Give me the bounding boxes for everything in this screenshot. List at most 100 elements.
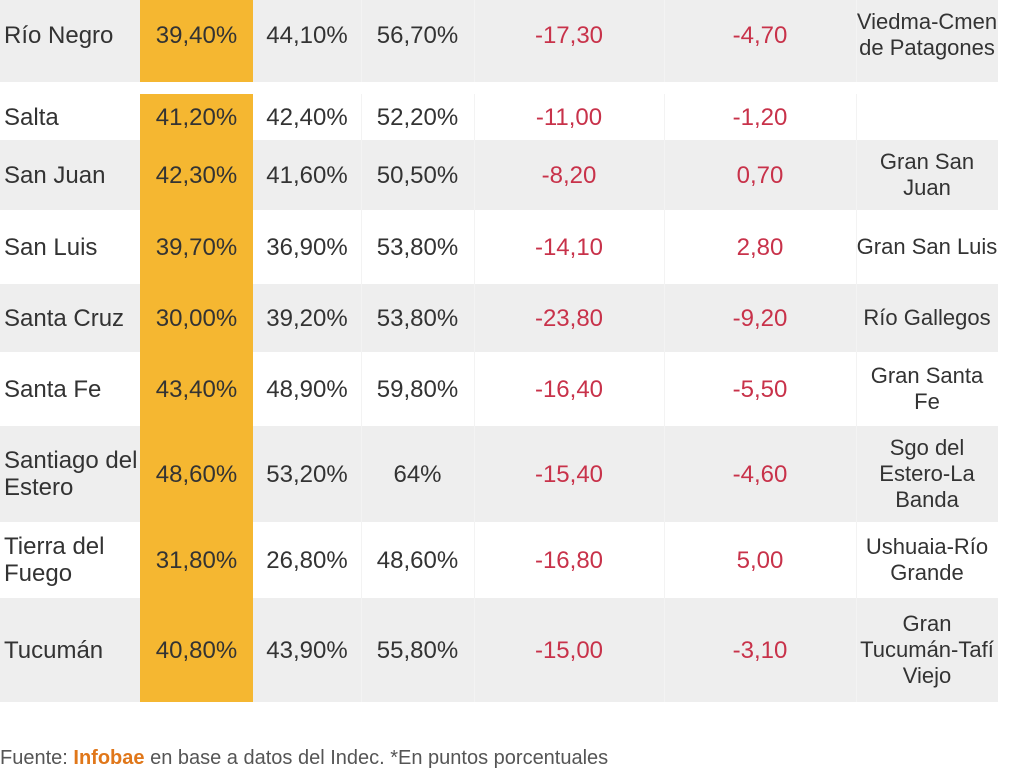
difference-cell-1: -16,40	[474, 352, 664, 426]
difference-cell-1-text: -11,00	[535, 103, 603, 131]
difference-cell-1: -15,40	[474, 426, 664, 522]
table-row: Santa Cruz 30,00% 39,20% 53,80% -23,80 -9,20 R…	[0, 284, 998, 352]
value-cell-2: 43,90%	[253, 598, 361, 702]
highlight-value-cell: 31,80%	[140, 522, 253, 598]
difference-cell-2-text: -9,20	[732, 304, 788, 332]
city-cell: Ushuaia-Río Grande	[856, 522, 998, 598]
column-separator	[474, 284, 475, 352]
value-cell-3-text: 48,60%	[376, 546, 459, 574]
column-separator	[361, 94, 362, 140]
province-cell: Tucumán	[4, 598, 138, 702]
province-cell: Salta	[4, 94, 138, 140]
province-cell: Santa Fe	[4, 352, 138, 426]
difference-cell-2: -9,20	[664, 284, 856, 352]
value-cell-2-text: 41,60%	[266, 161, 348, 189]
difference-cell-2: -5,50	[664, 352, 856, 426]
value-cell-2: 36,90%	[253, 210, 361, 284]
table-row: San Juan 42,30% 41,60% 50,50% -8,20 0,70 Gran …	[0, 140, 998, 210]
city-cell: Gran Tucumán-Tafí Viejo	[856, 598, 998, 702]
province-cell-text: Salta	[4, 103, 59, 131]
city-cell: Gran San Luis	[856, 210, 998, 284]
value-cell-2: 53,20%	[253, 426, 361, 522]
source-footer: Fuente: Infobae en base a datos del Inde…	[0, 746, 608, 770]
table-row: Santa Fe 43,40% 48,90% 59,80% -16,40 -5,50 Gra…	[0, 352, 998, 426]
value-cell-2-text: 26,80%	[266, 546, 348, 574]
value-cell-3: 53,80%	[361, 284, 474, 352]
difference-cell-1-text: -17,30	[534, 21, 604, 49]
value-cell-2-text: 48,90%	[266, 375, 348, 403]
highlight-value-cell-text: 31,80%	[155, 546, 238, 574]
highlight-value-cell: 40,80%	[140, 598, 253, 702]
city-cell-text: Gran San Juan	[879, 149, 975, 200]
highlight-value-cell-text: 40,80%	[155, 636, 238, 664]
province-cell-text: San Luis	[4, 233, 98, 261]
highlight-value-cell: 39,70%	[140, 210, 253, 284]
table-row: Río Negro 39,40% 44,10% 56,70% -17,30 -4,70 Vi…	[0, 0, 998, 82]
column-separator	[361, 140, 362, 210]
difference-cell-2: -4,60	[664, 426, 856, 522]
difference-cell-2: 5,00	[664, 522, 856, 598]
column-separator	[856, 0, 857, 82]
value-cell-3-text: 52,20%	[376, 103, 459, 131]
value-cell-2: 26,80%	[253, 522, 361, 598]
column-separator	[856, 210, 857, 284]
province-cell-text: Tierra del Fuego	[4, 533, 105, 587]
column-separator	[856, 426, 857, 522]
highlight-value-cell-text: 43,40%	[155, 375, 238, 403]
province-cell-text: Santa Cruz	[4, 304, 125, 332]
difference-cell-2-text: 5,00	[736, 546, 784, 574]
column-separator	[664, 140, 665, 210]
province-cell-text: Santiago del Estero	[4, 447, 138, 501]
highlight-value-cell: 48,60%	[140, 426, 253, 522]
province-cell: Tierra del Fuego	[4, 522, 138, 598]
difference-cell-2-text: 2,80	[736, 233, 784, 261]
column-separator	[664, 426, 665, 522]
difference-cell-1: -14,10	[474, 210, 664, 284]
difference-cell-1-text: -16,40	[534, 375, 604, 403]
table-row: San Luis 39,70% 36,90% 53,80% -14,10 2,80 Gran…	[0, 210, 998, 284]
column-separator	[474, 140, 475, 210]
column-separator	[474, 210, 475, 284]
city-cell: Gran San Juan	[856, 140, 998, 210]
difference-cell-2: -3,10	[664, 598, 856, 702]
city-cell-text: Sgo del Estero-La Banda	[879, 435, 975, 512]
difference-cell-1: -8,20	[474, 140, 664, 210]
column-separator	[361, 426, 362, 522]
column-separator	[361, 598, 362, 702]
province-cell-text: Tucumán	[4, 636, 104, 664]
province-cell: Santiago del Estero	[4, 426, 138, 522]
city-cell: Sgo del Estero-La Banda	[856, 426, 998, 522]
value-cell-3-text: 53,80%	[376, 233, 459, 261]
city-cell-text: Ushuaia-Río Grande	[865, 534, 989, 585]
value-cell-3: 48,60%	[361, 522, 474, 598]
highlight-value-cell: 42,30%	[140, 140, 253, 210]
city-cell-text: Gran San Luis	[856, 234, 998, 259]
footer-suffix: en base a datos del Indec. *En puntos po…	[144, 747, 609, 769]
value-cell-3-text: 50,50%	[376, 161, 459, 189]
column-separator	[664, 210, 665, 284]
value-cell-3: 56,70%	[361, 0, 474, 82]
highlight-value-cell: 41,20%	[140, 94, 253, 140]
column-separator	[664, 0, 665, 82]
footer-brand[interactable]: Infobae	[73, 747, 145, 769]
difference-cell-2: 0,70	[664, 140, 856, 210]
data-table: Río Negro 39,40% 44,10% 56,70% -17,30 -4,70 Vi…	[0, 0, 998, 702]
column-separator	[474, 598, 475, 702]
value-cell-2: 44,10%	[253, 0, 361, 82]
difference-cell-2: -1,20	[664, 94, 856, 140]
column-separator	[664, 352, 665, 426]
difference-cell-2-text: -5,50	[732, 375, 788, 403]
column-separator	[856, 284, 857, 352]
highlight-value-cell: 39,40%	[140, 0, 253, 82]
difference-cell-1-text: -15,00	[534, 636, 604, 664]
column-separator	[664, 522, 665, 598]
value-cell-3: 55,80%	[361, 598, 474, 702]
value-cell-2-text: 53,20%	[266, 460, 348, 488]
column-separator	[474, 0, 475, 82]
value-cell-2-text: 36,90%	[266, 233, 348, 261]
city-cell-text: Río Gallegos	[863, 305, 991, 330]
table-row: Tucumán 40,80% 43,90% 55,80% -15,00 -3,10 Gran…	[0, 598, 998, 702]
province-cell-text: San Juan	[4, 161, 106, 189]
difference-cell-1: -16,80	[474, 522, 664, 598]
difference-cell-1-text: -16,80	[534, 546, 604, 574]
